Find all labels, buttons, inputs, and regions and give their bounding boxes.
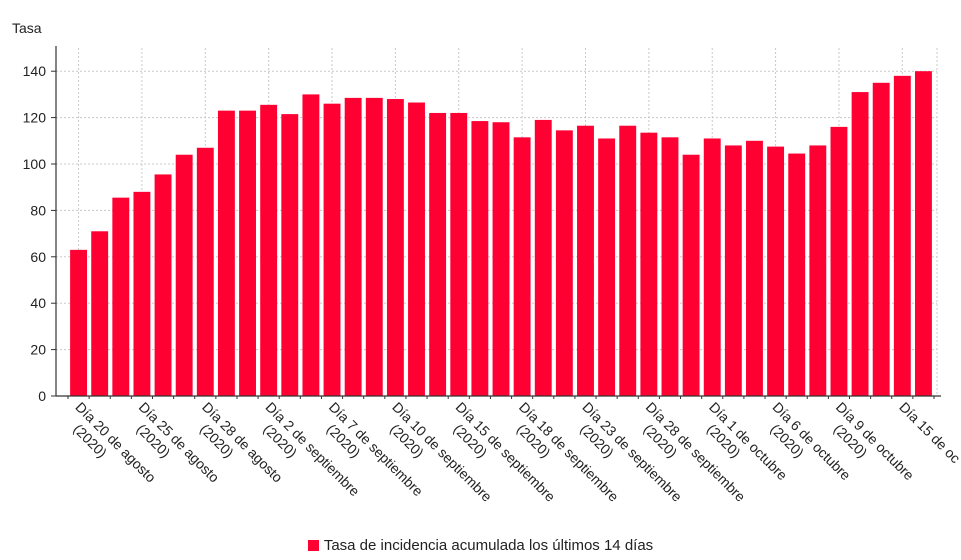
y-tick-label: 60 <box>30 249 46 265</box>
y-tick-labels: 0 20 40 60 80 100 120 140 <box>23 63 47 404</box>
bar[interactable] <box>344 97 362 396</box>
bar[interactable] <box>598 138 616 397</box>
bar[interactable] <box>471 121 489 396</box>
bar[interactable] <box>386 99 404 396</box>
bar[interactable] <box>91 231 109 396</box>
bar[interactable] <box>217 110 235 396</box>
bar[interactable] <box>513 137 531 396</box>
bar[interactable] <box>809 145 827 396</box>
bar[interactable] <box>70 249 88 396</box>
bar-chart: 0 20 40 60 80 100 120 140 Día 20 de agosto(2020… <box>23 46 961 505</box>
bar[interactable] <box>260 104 278 396</box>
y-tick-label: 0 <box>38 388 46 404</box>
bar[interactable] <box>851 92 869 396</box>
bar[interactable] <box>175 154 193 396</box>
bar[interactable] <box>323 103 341 397</box>
y-tick-label: 80 <box>30 202 46 218</box>
y-tick-label: 100 <box>23 156 47 172</box>
x-tick-labels: Día 20 de agosto(2020) Día 25 de agosto(2… <box>70 399 961 505</box>
y-tick-label: 120 <box>23 110 47 126</box>
bar[interactable] <box>577 125 594 396</box>
bar[interactable] <box>893 75 911 396</box>
bar[interactable] <box>450 112 468 397</box>
bar[interactable] <box>767 146 785 396</box>
bar[interactable] <box>661 137 679 396</box>
bar[interactable] <box>112 197 130 396</box>
y-tick-label: 140 <box>23 63 47 79</box>
bar[interactable] <box>239 110 256 396</box>
y-tick-label: 40 <box>30 295 46 311</box>
axes <box>51 46 941 399</box>
legend[interactable]: Tasa de incidencia acumulada los últimos… <box>0 537 961 554</box>
bar[interactable] <box>408 102 425 397</box>
bar[interactable] <box>302 94 320 397</box>
bar[interactable] <box>133 191 151 396</box>
bar[interactable] <box>154 174 172 396</box>
bar[interactable] <box>830 126 848 396</box>
bar[interactable] <box>196 147 214 396</box>
y-tick-label: 20 <box>30 342 46 358</box>
legend-label: Tasa de incidencia acumulada los últimos… <box>323 537 654 554</box>
x-tick-label: Día 15 de oc <box>896 399 961 466</box>
bar[interactable] <box>640 132 658 396</box>
bars-group <box>70 71 932 397</box>
bar[interactable] <box>555 130 573 397</box>
bar[interactable] <box>365 97 383 396</box>
bar[interactable] <box>281 114 299 397</box>
bar[interactable] <box>534 119 552 397</box>
legend-swatch <box>307 540 319 551</box>
bar[interactable] <box>872 82 890 397</box>
bar[interactable] <box>788 153 806 396</box>
bar[interactable] <box>682 154 700 396</box>
bar[interactable] <box>492 122 510 397</box>
bar[interactable] <box>914 71 932 396</box>
bar[interactable] <box>619 125 637 396</box>
bar[interactable] <box>724 145 742 396</box>
bar[interactable] <box>746 140 763 396</box>
y-axis-title: Tasa <box>12 20 42 36</box>
bar[interactable] <box>429 112 447 397</box>
bar[interactable] <box>703 138 721 397</box>
